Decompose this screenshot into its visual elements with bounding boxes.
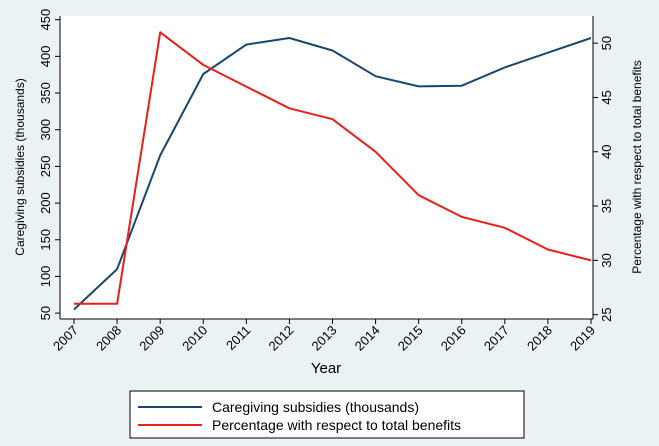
x-tick-label-2016: 2016 <box>438 323 469 354</box>
left-y-tick-label-150: 150 <box>38 229 53 251</box>
series-lines <box>73 31 592 311</box>
x-tick-label-2017: 2017 <box>481 323 512 354</box>
left-y-axis-label: Caregiving subsidies (thousands) <box>13 78 27 255</box>
x-tick-label-2009: 2009 <box>136 323 167 354</box>
right-y-tick-label-35: 35 <box>599 199 614 213</box>
left-y-tick-label-100: 100 <box>38 266 53 288</box>
x-axis-ticks: 2007 2008 2009 2010 2011 2012 2013 2014 2015 2016… <box>50 319 598 354</box>
left-y-tick-label-400: 400 <box>38 45 53 67</box>
legend: Caregiving subsidies (thousands) Percent… <box>129 390 525 439</box>
x-tick-label-2019: 2019 <box>567 323 598 354</box>
x-tick-label-2012: 2012 <box>265 323 296 354</box>
right-y-tick-label-40: 40 <box>599 145 614 159</box>
right-y-tick-label-30: 30 <box>599 253 614 267</box>
right-y-axis-label: Percentage with respect to total benefit… <box>630 60 644 273</box>
right-y-tick-label-45: 45 <box>599 90 614 104</box>
left-y-tick-label-250: 250 <box>38 156 53 178</box>
x-tick-label-2014: 2014 <box>352 323 383 354</box>
left-y-axis-ticks: 50 100 150 200 250 300 350 400 450 <box>38 9 60 320</box>
right-y-tick-label-25: 25 <box>599 307 614 321</box>
x-axis-label: Year <box>311 360 341 377</box>
left-y-tick-label-300: 300 <box>38 119 53 141</box>
legend-label-caregiving: Caregiving subsidies (thousands) <box>212 399 419 415</box>
x-tick-label-2011: 2011 <box>223 323 253 353</box>
right-y-axis-ticks: 25 30 35 40 45 50 <box>593 36 614 322</box>
legend-label-percentage: Percentage with respect to total benefit… <box>212 417 461 433</box>
series-line-1 <box>74 31 592 305</box>
left-y-tick-label-450: 450 <box>38 9 53 31</box>
left-y-tick-label-50: 50 <box>38 306 53 320</box>
left-y-tick-label-350: 350 <box>38 82 53 104</box>
plot-area <box>60 16 593 319</box>
right-y-tick-label-50: 50 <box>599 36 614 50</box>
x-tick-label-2010: 2010 <box>179 323 210 354</box>
x-tick-label-2008: 2008 <box>93 323 124 354</box>
legend-box <box>129 390 525 439</box>
x-tick-label-2015: 2015 <box>395 323 426 354</box>
x-tick-label-2013: 2013 <box>309 323 340 354</box>
x-tick-label-2007: 2007 <box>50 323 81 354</box>
series-line-0 <box>73 37 592 311</box>
x-tick-label-2018: 2018 <box>524 323 555 354</box>
left-y-tick-label-200: 200 <box>38 192 53 214</box>
